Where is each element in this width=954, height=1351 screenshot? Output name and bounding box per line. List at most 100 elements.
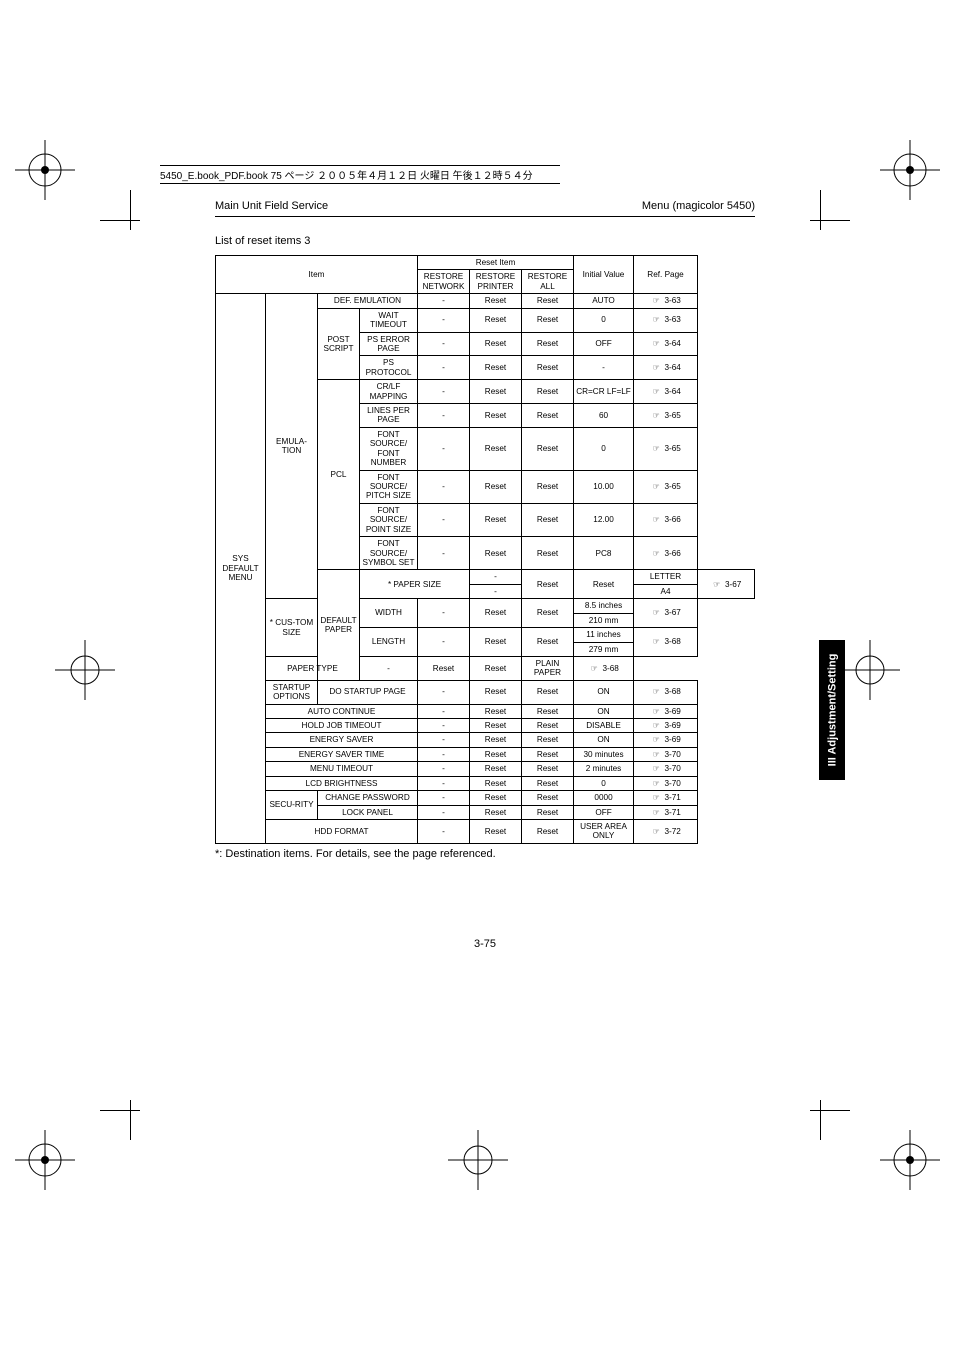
ref-page-text: 3-64 bbox=[662, 363, 681, 372]
restore-printer-cell: Reset bbox=[470, 762, 522, 776]
restore-all-cell: Reset bbox=[522, 719, 574, 733]
header-left: Main Unit Field Service bbox=[215, 200, 328, 212]
hand-icon: ☞ bbox=[650, 707, 662, 716]
hand-icon: ☞ bbox=[650, 750, 662, 759]
ref-page-cell: ☞ 3-63 bbox=[634, 294, 698, 308]
item-l4: WIDTH bbox=[360, 599, 418, 628]
crop-line bbox=[810, 1110, 850, 1111]
restore-all-cell: Reset bbox=[522, 470, 574, 503]
item-l2: SECU-RITY bbox=[266, 791, 318, 820]
ref-page-cell: ☞ 3-68 bbox=[574, 656, 634, 680]
crop-line bbox=[820, 1100, 821, 1140]
th-item: Item bbox=[216, 256, 418, 294]
restore-printer-cell: Reset bbox=[470, 599, 522, 628]
restore-network-cell: - bbox=[470, 584, 522, 598]
ref-page-text: 3-66 bbox=[662, 549, 681, 558]
item-l3: DEF. EMULATION bbox=[318, 294, 418, 308]
side-tab-label: III Adjustment/Setting bbox=[826, 654, 838, 767]
table-body: SYS DEFAULT MENUEMULA-TIONDEF. EMULATION… bbox=[216, 294, 755, 844]
item-l2: AUTO CONTINUE bbox=[266, 704, 418, 718]
restore-printer-cell: Reset bbox=[470, 332, 522, 356]
crop-line bbox=[820, 190, 821, 230]
item-l3: PCL bbox=[318, 380, 360, 570]
header-right: Menu (magicolor 5450) bbox=[642, 200, 755, 212]
item-l4: CR/LF MAPPING bbox=[360, 380, 418, 404]
item-l2: ENERGY SAVER TIME bbox=[266, 747, 418, 761]
ref-page-text: 3-65 bbox=[662, 482, 681, 491]
hand-icon: ☞ bbox=[650, 764, 662, 773]
ref-page-cell: ☞ 3-70 bbox=[634, 776, 698, 790]
hand-icon: ☞ bbox=[650, 793, 662, 802]
regmark-bm bbox=[448, 1130, 508, 1190]
restore-network-cell: - bbox=[418, 427, 470, 470]
table-row: LCD BRIGHTNESS-ResetReset0☞ 3-70 bbox=[216, 776, 755, 790]
th-reset-item: Reset Item bbox=[418, 256, 574, 270]
initial-value-cell: PLAIN PAPER bbox=[522, 656, 574, 680]
ref-page-cell: ☞ 3-71 bbox=[634, 791, 698, 805]
item-l3: CHANGE PASSWORD bbox=[318, 791, 418, 805]
ref-page-text: 3-64 bbox=[662, 339, 681, 348]
hand-icon: ☞ bbox=[650, 608, 662, 617]
initial-value-cell: DISABLE bbox=[574, 719, 634, 733]
hand-icon: ☞ bbox=[650, 549, 662, 558]
initial-value-cell: ON bbox=[574, 680, 634, 704]
th-ref-page: Ref. Page bbox=[634, 256, 698, 294]
initial-value-cell: - bbox=[574, 356, 634, 380]
restore-all-cell: Reset bbox=[522, 380, 574, 404]
restore-printer-cell: Reset bbox=[470, 791, 522, 805]
initial-value-cell: ON bbox=[574, 733, 634, 747]
hand-icon: ☞ bbox=[650, 808, 662, 817]
table-row: SECU-RITYCHANGE PASSWORD-ResetReset0000☞… bbox=[216, 791, 755, 805]
th-restore-all: RESTORE ALL bbox=[522, 270, 574, 294]
ref-page-cell: ☞ 3-63 bbox=[634, 308, 698, 332]
crop-line bbox=[810, 220, 850, 221]
initial-value-cell: 30 minutes bbox=[574, 747, 634, 761]
initial-value-cell: 0 bbox=[574, 776, 634, 790]
initial-value-cell: 11 inches bbox=[574, 628, 634, 642]
ref-page-cell: ☞ 3-68 bbox=[634, 628, 698, 657]
ref-page-cell: ☞ 3-67 bbox=[634, 599, 698, 628]
restore-network-cell: - bbox=[418, 503, 470, 536]
ref-page-cell: ☞ 3-67 bbox=[698, 570, 755, 599]
regmark-mr bbox=[840, 640, 900, 700]
th-initial-value: Initial Value bbox=[574, 256, 634, 294]
restore-printer-cell: Reset bbox=[470, 680, 522, 704]
hand-icon: ☞ bbox=[650, 687, 662, 696]
item-l2: STARTUP OPTIONS bbox=[266, 680, 318, 704]
item-l3: LOCK PANEL bbox=[318, 805, 418, 819]
ref-page-cell: ☞ 3-66 bbox=[634, 537, 698, 570]
ref-page-text: 3-68 bbox=[600, 664, 619, 673]
restore-all-cell: Reset bbox=[522, 819, 574, 843]
ref-page-cell: ☞ 3-65 bbox=[634, 470, 698, 503]
restore-printer-cell: Reset bbox=[470, 537, 522, 570]
initial-value-cell: 60 bbox=[574, 404, 634, 428]
hand-icon: ☞ bbox=[650, 339, 662, 348]
ref-page-text: 3-65 bbox=[662, 444, 681, 453]
reset-items-table: Item Reset Item Initial Value Ref. Page … bbox=[215, 255, 755, 844]
restore-printer-cell: Reset bbox=[470, 628, 522, 657]
hand-icon: ☞ bbox=[650, 637, 662, 646]
ref-page-cell: ☞ 3-69 bbox=[634, 733, 698, 747]
restore-network-cell: - bbox=[418, 819, 470, 843]
ref-page-text: 3-63 bbox=[662, 296, 681, 305]
restore-network-cell: - bbox=[360, 656, 418, 680]
ref-page-cell: ☞ 3-64 bbox=[634, 380, 698, 404]
ref-page-cell: ☞ 3-69 bbox=[634, 719, 698, 733]
th-restore-printer: RESTORE PRINTER bbox=[470, 270, 522, 294]
restore-network-cell: - bbox=[470, 570, 522, 584]
restore-all-cell: Reset bbox=[522, 599, 574, 628]
item-l3: * CUS-TOM SIZE bbox=[266, 599, 318, 657]
ref-page-cell: ☞ 3-69 bbox=[634, 704, 698, 718]
initial-value-cell: 2 minutes bbox=[574, 762, 634, 776]
initial-value-cell: 8.5 inches bbox=[574, 599, 634, 613]
ref-page-text: 3-69 bbox=[662, 721, 681, 730]
hand-icon: ☞ bbox=[650, 444, 662, 453]
ref-page-cell: ☞ 3-70 bbox=[634, 747, 698, 761]
regmark-ml bbox=[55, 640, 115, 700]
initial-value-cell: 0 bbox=[574, 308, 634, 332]
restore-all-cell: Reset bbox=[522, 404, 574, 428]
table-head: Item Reset Item Initial Value Ref. Page … bbox=[216, 256, 755, 294]
restore-network-cell: - bbox=[418, 704, 470, 718]
initial-value-cell: A4 bbox=[634, 584, 698, 598]
ref-page-text: 3-70 bbox=[662, 750, 681, 759]
